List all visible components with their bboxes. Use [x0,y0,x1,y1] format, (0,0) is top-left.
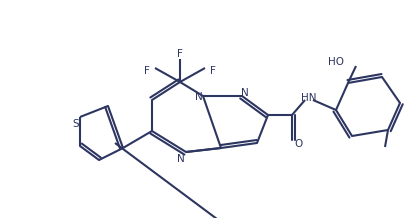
Text: F: F [177,49,183,59]
Text: S: S [73,119,79,129]
Text: HN: HN [301,93,317,103]
Text: O: O [295,139,303,149]
Text: N: N [195,92,203,102]
Text: F: F [144,66,150,76]
Text: HO: HO [328,57,344,67]
Text: N: N [177,154,185,164]
Text: N: N [241,88,249,98]
Text: F: F [210,66,216,76]
